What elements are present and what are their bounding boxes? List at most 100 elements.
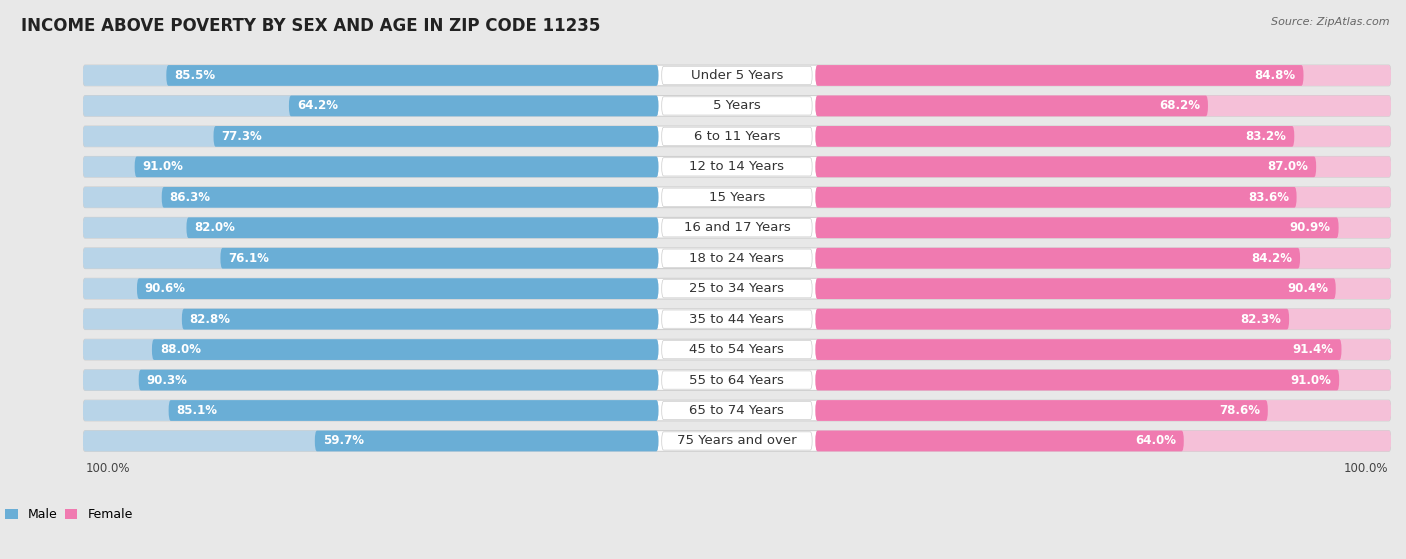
Text: 91.0%: 91.0%	[1291, 373, 1331, 387]
FancyBboxPatch shape	[169, 400, 658, 421]
FancyBboxPatch shape	[136, 278, 658, 299]
FancyBboxPatch shape	[662, 432, 813, 450]
FancyBboxPatch shape	[83, 217, 658, 238]
FancyBboxPatch shape	[83, 96, 658, 116]
FancyBboxPatch shape	[83, 65, 658, 86]
FancyBboxPatch shape	[815, 96, 1391, 116]
Text: 90.3%: 90.3%	[146, 373, 187, 387]
FancyBboxPatch shape	[662, 188, 813, 206]
FancyBboxPatch shape	[815, 187, 1296, 207]
Text: 82.0%: 82.0%	[194, 221, 235, 234]
FancyBboxPatch shape	[83, 278, 1391, 299]
FancyBboxPatch shape	[815, 278, 1391, 299]
FancyBboxPatch shape	[83, 248, 1391, 268]
Text: 65 to 74 Years: 65 to 74 Years	[689, 404, 785, 417]
FancyBboxPatch shape	[83, 126, 658, 146]
Text: 87.0%: 87.0%	[1267, 160, 1309, 173]
FancyBboxPatch shape	[815, 339, 1391, 360]
FancyBboxPatch shape	[815, 248, 1391, 268]
Text: 55 to 64 Years: 55 to 64 Years	[689, 373, 785, 387]
FancyBboxPatch shape	[815, 369, 1391, 390]
FancyBboxPatch shape	[815, 248, 1301, 268]
Text: 76.1%: 76.1%	[228, 252, 269, 265]
FancyBboxPatch shape	[139, 369, 658, 390]
Text: Source: ZipAtlas.com: Source: ZipAtlas.com	[1271, 17, 1389, 27]
Text: 64.0%: 64.0%	[1135, 434, 1175, 447]
Text: 78.6%: 78.6%	[1219, 404, 1260, 417]
Text: 15 Years: 15 Years	[709, 191, 765, 204]
FancyBboxPatch shape	[662, 280, 813, 298]
FancyBboxPatch shape	[152, 339, 658, 360]
FancyBboxPatch shape	[83, 248, 658, 268]
FancyBboxPatch shape	[162, 187, 658, 207]
Text: 68.2%: 68.2%	[1159, 100, 1201, 112]
Text: 82.3%: 82.3%	[1240, 312, 1281, 326]
FancyBboxPatch shape	[815, 96, 1208, 116]
Text: 90.4%: 90.4%	[1286, 282, 1327, 295]
FancyBboxPatch shape	[181, 309, 658, 329]
FancyBboxPatch shape	[83, 339, 1391, 360]
Text: 64.2%: 64.2%	[297, 100, 337, 112]
Text: 6 to 11 Years: 6 to 11 Years	[693, 130, 780, 143]
Text: 100.0%: 100.0%	[86, 462, 131, 476]
FancyBboxPatch shape	[815, 217, 1391, 238]
FancyBboxPatch shape	[83, 96, 1391, 116]
Text: 18 to 24 Years: 18 to 24 Years	[689, 252, 785, 265]
FancyBboxPatch shape	[83, 278, 658, 299]
Text: 90.9%: 90.9%	[1289, 221, 1330, 234]
Legend: Male, Female: Male, Female	[0, 503, 138, 527]
Text: 35 to 44 Years: 35 to 44 Years	[689, 312, 785, 326]
FancyBboxPatch shape	[662, 401, 813, 420]
FancyBboxPatch shape	[815, 400, 1391, 421]
FancyBboxPatch shape	[815, 126, 1295, 146]
Text: 86.3%: 86.3%	[170, 191, 211, 204]
FancyBboxPatch shape	[83, 157, 1391, 177]
FancyBboxPatch shape	[135, 157, 658, 177]
FancyBboxPatch shape	[815, 430, 1184, 451]
Text: 83.6%: 83.6%	[1247, 191, 1289, 204]
Text: 59.7%: 59.7%	[322, 434, 364, 447]
FancyBboxPatch shape	[815, 157, 1391, 177]
FancyBboxPatch shape	[815, 309, 1391, 329]
Text: INCOME ABOVE POVERTY BY SEX AND AGE IN ZIP CODE 11235: INCOME ABOVE POVERTY BY SEX AND AGE IN Z…	[21, 17, 600, 35]
FancyBboxPatch shape	[83, 217, 1391, 238]
FancyBboxPatch shape	[662, 219, 813, 237]
FancyBboxPatch shape	[83, 339, 658, 360]
FancyBboxPatch shape	[83, 400, 1391, 421]
Text: 5 Years: 5 Years	[713, 100, 761, 112]
FancyBboxPatch shape	[83, 430, 658, 451]
Text: Under 5 Years: Under 5 Years	[690, 69, 783, 82]
FancyBboxPatch shape	[83, 400, 658, 421]
Text: 83.2%: 83.2%	[1246, 130, 1286, 143]
Text: 16 and 17 Years: 16 and 17 Years	[683, 221, 790, 234]
FancyBboxPatch shape	[815, 126, 1391, 146]
Text: 82.8%: 82.8%	[190, 312, 231, 326]
Text: 90.6%: 90.6%	[145, 282, 186, 295]
FancyBboxPatch shape	[83, 187, 1391, 207]
FancyBboxPatch shape	[83, 65, 1391, 86]
FancyBboxPatch shape	[662, 127, 813, 145]
FancyBboxPatch shape	[815, 339, 1341, 360]
Text: 12 to 14 Years: 12 to 14 Years	[689, 160, 785, 173]
FancyBboxPatch shape	[214, 126, 658, 146]
FancyBboxPatch shape	[221, 248, 658, 268]
FancyBboxPatch shape	[83, 369, 658, 390]
FancyBboxPatch shape	[187, 217, 658, 238]
FancyBboxPatch shape	[815, 217, 1339, 238]
Text: 84.2%: 84.2%	[1251, 252, 1292, 265]
Text: 85.5%: 85.5%	[174, 69, 215, 82]
FancyBboxPatch shape	[815, 430, 1391, 451]
Text: 25 to 34 Years: 25 to 34 Years	[689, 282, 785, 295]
FancyBboxPatch shape	[815, 65, 1391, 86]
Text: 85.1%: 85.1%	[177, 404, 218, 417]
FancyBboxPatch shape	[662, 158, 813, 176]
FancyBboxPatch shape	[83, 309, 658, 329]
FancyBboxPatch shape	[815, 309, 1289, 329]
FancyBboxPatch shape	[815, 65, 1303, 86]
FancyBboxPatch shape	[83, 430, 1391, 451]
Text: 75 Years and over: 75 Years and over	[678, 434, 797, 447]
FancyBboxPatch shape	[83, 157, 658, 177]
FancyBboxPatch shape	[815, 369, 1339, 390]
FancyBboxPatch shape	[662, 249, 813, 267]
FancyBboxPatch shape	[815, 278, 1336, 299]
